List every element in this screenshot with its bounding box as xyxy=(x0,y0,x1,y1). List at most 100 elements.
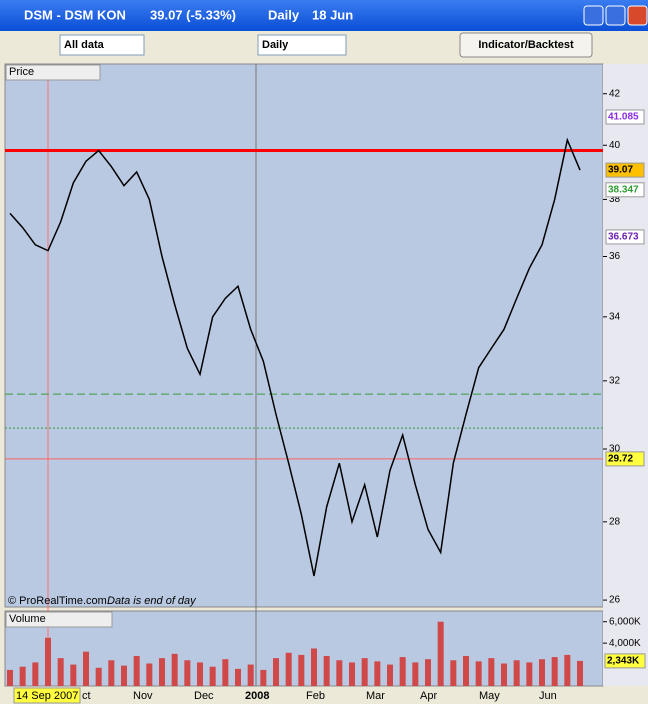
volume-bar xyxy=(247,664,254,686)
volume-marker-label: 2,343K xyxy=(607,656,640,667)
volume-bar xyxy=(539,659,545,686)
minimize-button[interactable] xyxy=(583,5,604,26)
data-note: Data is end of day xyxy=(107,595,197,607)
price-label-box xyxy=(605,162,645,178)
price-panel-header xyxy=(5,64,101,81)
volume-bar xyxy=(209,666,216,686)
title-bar xyxy=(0,0,648,31)
interval-dropdown[interactable] xyxy=(257,34,347,56)
price-line xyxy=(9,137,581,577)
volume-bar xyxy=(171,653,178,686)
y-tick-label: 4,000K xyxy=(609,638,641,649)
y-tick-label: 28 xyxy=(609,516,621,527)
volume-bar xyxy=(387,664,393,686)
price-label-box xyxy=(605,182,645,198)
price-label-box xyxy=(605,229,645,245)
interval-value: Daily xyxy=(262,39,289,51)
x-tick-label: 2008 xyxy=(245,690,269,702)
window-period: Daily xyxy=(268,7,300,22)
volume-bar xyxy=(577,660,583,686)
cursor-date-box xyxy=(13,687,81,704)
volume-bar xyxy=(70,664,77,686)
indicator-button[interactable] xyxy=(459,32,593,58)
volume-bar xyxy=(475,661,482,686)
volume-panel-header xyxy=(5,611,113,628)
volume-bar xyxy=(488,658,495,686)
maximize-button[interactable] xyxy=(605,5,626,26)
price-label-box xyxy=(605,451,645,467)
window-quote: 39.07 (-5.33%) xyxy=(150,7,236,22)
price-label: 29.72 xyxy=(608,454,633,465)
price-label: 36.673 xyxy=(608,232,639,243)
volume-bar xyxy=(133,656,140,686)
volume-bar xyxy=(501,663,507,686)
volume-bar xyxy=(399,657,406,686)
y-tick-label: 42 xyxy=(609,88,621,99)
x-tick-label: Dec xyxy=(194,690,214,702)
volume-bar xyxy=(412,662,419,686)
x-tick-label: Feb xyxy=(306,690,325,702)
volume-bar xyxy=(450,660,457,686)
volume-bar xyxy=(235,668,241,686)
volume-bar xyxy=(184,660,191,686)
x-tick-label: May xyxy=(479,690,500,702)
volume-bar xyxy=(361,658,368,686)
volume-bar xyxy=(513,660,520,686)
volume-bar xyxy=(197,662,203,686)
volume-bar xyxy=(260,669,267,686)
volume-bar xyxy=(273,658,279,686)
volume-bar xyxy=(32,662,39,686)
volume-bar xyxy=(564,654,571,686)
volume-bar xyxy=(159,658,165,686)
y-tick-label: 32 xyxy=(609,375,621,386)
volume-bar xyxy=(95,667,102,686)
x-tick-label: Nov xyxy=(133,690,153,702)
x-tick-label: Apr xyxy=(420,690,437,702)
volume-bar xyxy=(45,637,51,686)
volume-bar xyxy=(311,648,317,686)
volume-bar xyxy=(374,661,381,686)
volume-bar xyxy=(285,652,292,686)
price-label: 39.07 xyxy=(608,165,633,176)
y-tick-label: 34 xyxy=(609,311,621,322)
volume-marker-box xyxy=(604,653,646,669)
y-tick-label: 36 xyxy=(609,251,621,262)
price-panel-title: Price xyxy=(9,66,34,78)
close-button[interactable] xyxy=(627,5,648,26)
y-tick-label: 6,000K xyxy=(609,616,641,627)
price-plot xyxy=(4,63,604,608)
x-tick-label: Mar xyxy=(366,690,385,702)
y-tick-label: 30 xyxy=(609,444,621,455)
volume-bar xyxy=(121,665,127,686)
volume-bar xyxy=(463,656,469,686)
window-title: DSM - DSM KON xyxy=(24,7,126,22)
volume-bar xyxy=(298,654,305,686)
volume-bar xyxy=(551,657,558,686)
volume-bar xyxy=(83,651,89,686)
price-label-box xyxy=(605,109,645,125)
volume-bar xyxy=(57,658,64,686)
range-value: All data xyxy=(64,39,105,51)
y-tick-label: 26 xyxy=(609,595,621,606)
volume-bar xyxy=(336,660,343,686)
indicator-button-label: Indicator/Backtest xyxy=(478,39,574,51)
volume-bar xyxy=(425,659,431,686)
copyright: © ProRealTime.com xyxy=(8,595,107,607)
y-tick-label: 40 xyxy=(609,140,621,151)
price-label: 41.085 xyxy=(608,112,639,123)
x-tick-label: 14 Sep 2007 xyxy=(16,690,78,702)
window-date: 18 Jun xyxy=(312,7,353,22)
volume-bar xyxy=(7,669,13,686)
volume-bar xyxy=(222,659,229,686)
volume-bar xyxy=(349,662,355,686)
range-dropdown[interactable] xyxy=(59,34,145,56)
volume-bar xyxy=(19,666,26,686)
volume-bar xyxy=(323,656,330,686)
volume-bar xyxy=(437,621,444,686)
x-tick-label: ct xyxy=(82,690,91,702)
volume-bar xyxy=(526,662,533,686)
price-label: 38.347 xyxy=(608,184,639,195)
volume-bar xyxy=(108,660,115,686)
x-tick-label: Jun xyxy=(539,690,557,702)
